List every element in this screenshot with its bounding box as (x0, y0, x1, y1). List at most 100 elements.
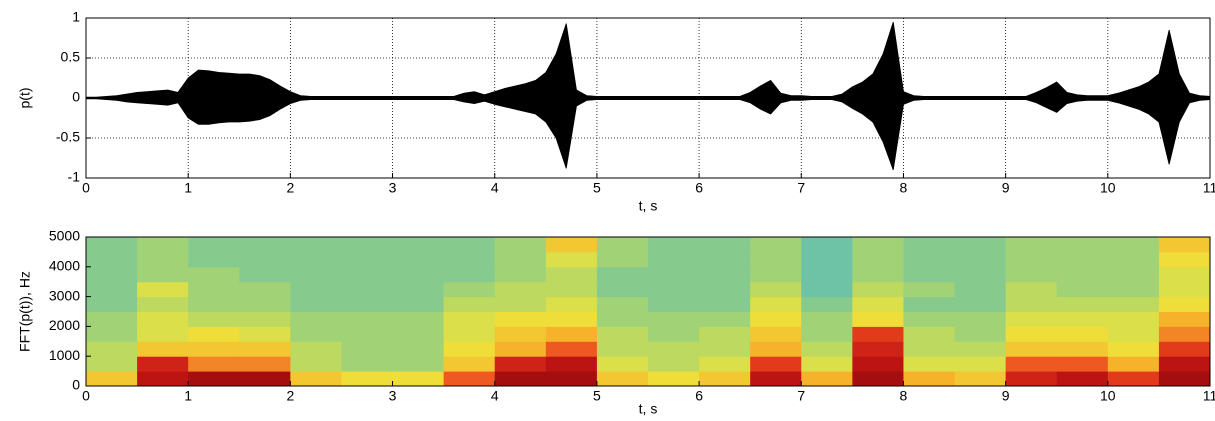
x-tick-label: 10 (1100, 388, 1116, 404)
spectrogram-cell (1005, 341, 1058, 357)
spectrogram-cell (443, 311, 496, 327)
spectrogram-cell (494, 341, 547, 357)
spectrogram-cell (1107, 356, 1160, 372)
spectrogram-cell (1107, 251, 1160, 268)
spectrogram-cell (341, 326, 394, 342)
spectrogram-cell (699, 311, 751, 327)
spectrogram-cell (86, 266, 138, 283)
spectrogram-cell (239, 296, 291, 312)
spectrogram-cell (750, 237, 802, 253)
spectrogram-cell (596, 237, 649, 253)
spectrogram-cell (392, 281, 445, 298)
spectrogram-cell (903, 251, 956, 268)
spectrogram-cell (86, 311, 138, 327)
spectrogram-cell (1158, 326, 1211, 342)
spectrogram-cell (648, 341, 700, 357)
spectrogram-cell (750, 281, 802, 298)
spectrogram-cell (392, 251, 445, 268)
spectrogram-cell (188, 296, 240, 312)
spectrogram-cell (392, 296, 445, 312)
spectrogram-cell (545, 341, 598, 357)
spectrogram-cell (137, 341, 189, 357)
spectrogram-cell (903, 371, 956, 387)
spectrogram-cell (86, 356, 138, 372)
spectrogram-cell (852, 356, 904, 372)
spectrogram-cell (1158, 356, 1211, 372)
spectrogram-cell (1056, 251, 1109, 268)
x-tick-label: 2 (286, 388, 294, 404)
spectrogram-cell (545, 296, 598, 312)
spectrogram-cell (239, 356, 291, 372)
spectrogram-cell (137, 311, 189, 327)
spectrogram-cell (86, 251, 138, 268)
spectrogram-cell (1056, 341, 1109, 357)
x-tick-label: 5 (593, 180, 601, 196)
spectrogram-cell (1005, 237, 1058, 253)
spectrogram-cell (137, 326, 189, 342)
spectrogram-cell (1158, 281, 1211, 298)
spectrogram-cell (341, 356, 394, 372)
spectrogram-cell (903, 296, 956, 312)
spectrogram-cell (86, 296, 138, 312)
spectrogram-cell (239, 341, 291, 357)
spectrogram-cell (648, 311, 700, 327)
spectrogram-cell (852, 311, 904, 327)
spectrogram-cell (648, 356, 700, 372)
spectrogram-cell (1056, 371, 1109, 387)
spectrogram-cell (392, 326, 445, 342)
x-tick-label: 6 (695, 180, 703, 196)
spectrogram-cell (86, 326, 138, 342)
spectrogram-cell (1107, 281, 1160, 298)
x-tick-label: 8 (900, 180, 908, 196)
spectrogram-cell (648, 266, 700, 283)
spectrogram-cell (1107, 296, 1160, 312)
spectrogram-cell (750, 296, 802, 312)
spectrogram-cell (852, 341, 904, 357)
spectrogram-cell (903, 237, 956, 253)
x-tick-label: 3 (389, 388, 397, 404)
y-tick-label: 2000 (49, 317, 80, 333)
spectrogram-cell (801, 326, 853, 342)
y-tick-label: -1 (68, 169, 81, 185)
spectrogram-cell (1005, 326, 1058, 342)
spectrogram-cell (1056, 326, 1109, 342)
spectrogram-cell (443, 341, 496, 357)
spectrogram-cell (596, 251, 649, 268)
spectrogram-cell (1107, 326, 1160, 342)
spectrogram-cell (1005, 371, 1058, 387)
plot-frame (85, 236, 1211, 387)
spectrogram-cell (596, 311, 649, 327)
plot-frame (85, 17, 1211, 179)
spectrogram-cell (1107, 371, 1160, 387)
spectrogram-cell (137, 356, 189, 372)
x-tick-label: 11 (1203, 388, 1215, 404)
y-tick-label: 0.5 (61, 49, 81, 65)
y-tick-label: 1 (72, 9, 80, 25)
spectrogram-cell (341, 341, 394, 357)
spectrogram-cell (852, 296, 904, 312)
spectrogram-cell (392, 266, 445, 283)
spectrogram-cell (699, 237, 751, 253)
spectrogram-cell (290, 237, 342, 253)
spectrogram-cell (239, 371, 291, 387)
x-tick-label: 3 (389, 180, 397, 196)
x-tick-label: 7 (797, 180, 805, 196)
spectrogram-cell (596, 296, 649, 312)
spectrogram-cell (494, 326, 547, 342)
x-tick-label: 4 (491, 388, 499, 404)
x-axis-label: t, s (639, 401, 658, 417)
spectrogram-cell (801, 266, 853, 283)
spectrogram-cell (443, 371, 496, 387)
spectrogram-cell (954, 251, 1007, 268)
spectrogram-cell (1056, 296, 1109, 312)
spectrogram-cell (801, 356, 853, 372)
spectrogram-cell (903, 311, 956, 327)
y-tick-label: 4000 (49, 258, 80, 274)
spectrogram-cell (86, 281, 138, 298)
spectrogram-cell (648, 296, 700, 312)
x-tick-label: 1 (184, 180, 192, 196)
spectrogram-cell (545, 251, 598, 268)
spectrogram-cell (188, 281, 240, 298)
spectrogram-cell (545, 326, 598, 342)
spectrogram-cell (750, 266, 802, 283)
